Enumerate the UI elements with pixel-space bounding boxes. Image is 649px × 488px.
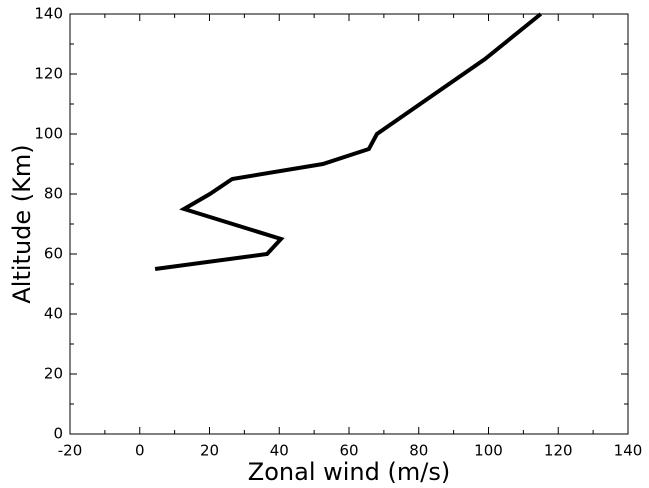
- y-tick-label: 60: [44, 245, 63, 263]
- x-tick-label: 20: [200, 442, 219, 460]
- y-tick-label: 120: [34, 65, 63, 83]
- y-tick-label: 0: [53, 425, 63, 443]
- profile-line: [154, 12, 543, 271]
- x-tick-label: -20: [58, 442, 83, 460]
- x-tick-label: 40: [270, 442, 289, 460]
- plot-frame: [69, 13, 629, 435]
- x-tick-label: 60: [339, 442, 358, 460]
- x-tick-label: 100: [474, 442, 503, 460]
- y-tick-label: 80: [44, 185, 63, 203]
- y-tick-label: 40: [44, 305, 63, 323]
- y-tick-label: 100: [34, 125, 63, 143]
- x-tick-label: 80: [409, 442, 428, 460]
- y-axis-title: Altitude (Km): [8, 144, 36, 303]
- y-tick-label: 20: [44, 365, 63, 383]
- x-tick-label: 120: [544, 442, 573, 460]
- x-axis-title: Zonal wind (m/s): [248, 458, 450, 486]
- x-tick-label: 0: [135, 442, 145, 460]
- x-tick-label: 140: [614, 442, 643, 460]
- y-tick-label: 140: [34, 5, 63, 23]
